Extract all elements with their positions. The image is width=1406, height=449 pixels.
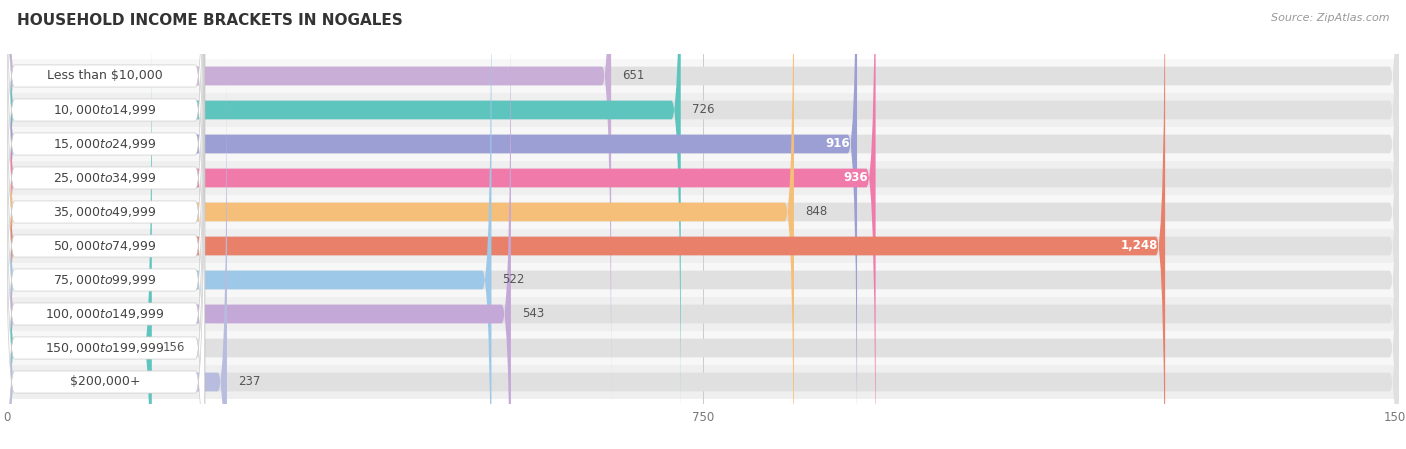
FancyBboxPatch shape [6, 0, 205, 405]
Text: $35,000 to $49,999: $35,000 to $49,999 [53, 205, 156, 219]
FancyBboxPatch shape [7, 0, 1399, 407]
FancyBboxPatch shape [7, 0, 1399, 449]
Text: 726: 726 [692, 103, 714, 116]
FancyBboxPatch shape [6, 0, 205, 449]
Text: $25,000 to $34,999: $25,000 to $34,999 [53, 171, 156, 185]
Text: $200,000+: $200,000+ [70, 375, 141, 388]
Text: HOUSEHOLD INCOME BRACKETS IN NOGALES: HOUSEHOLD INCOME BRACKETS IN NOGALES [17, 13, 402, 28]
FancyBboxPatch shape [7, 0, 1399, 440]
Text: $100,000 to $149,999: $100,000 to $149,999 [45, 307, 165, 321]
FancyBboxPatch shape [7, 0, 681, 440]
FancyBboxPatch shape [7, 0, 1399, 449]
FancyBboxPatch shape [6, 0, 205, 439]
FancyBboxPatch shape [7, 0, 1399, 449]
FancyBboxPatch shape [0, 161, 1406, 195]
Text: $150,000 to $199,999: $150,000 to $199,999 [45, 341, 165, 355]
Text: Source: ZipAtlas.com: Source: ZipAtlas.com [1271, 13, 1389, 23]
FancyBboxPatch shape [7, 0, 1399, 449]
FancyBboxPatch shape [7, 0, 794, 449]
FancyBboxPatch shape [7, 0, 876, 449]
FancyBboxPatch shape [6, 0, 205, 449]
Text: 156: 156 [163, 342, 186, 355]
FancyBboxPatch shape [6, 0, 205, 449]
FancyBboxPatch shape [6, 0, 205, 449]
FancyBboxPatch shape [0, 93, 1406, 127]
Text: 1,248: 1,248 [1121, 239, 1157, 252]
FancyBboxPatch shape [6, 0, 205, 449]
FancyBboxPatch shape [0, 331, 1406, 365]
FancyBboxPatch shape [7, 18, 1399, 449]
Text: 237: 237 [238, 375, 260, 388]
FancyBboxPatch shape [7, 0, 492, 449]
FancyBboxPatch shape [7, 0, 612, 407]
FancyBboxPatch shape [0, 59, 1406, 93]
Text: $15,000 to $24,999: $15,000 to $24,999 [53, 137, 156, 151]
FancyBboxPatch shape [7, 51, 226, 449]
Text: 522: 522 [502, 273, 524, 286]
FancyBboxPatch shape [6, 0, 205, 449]
Text: 936: 936 [844, 172, 868, 185]
FancyBboxPatch shape [0, 263, 1406, 297]
FancyBboxPatch shape [7, 18, 152, 449]
FancyBboxPatch shape [0, 297, 1406, 331]
Text: 543: 543 [522, 308, 544, 321]
FancyBboxPatch shape [7, 0, 1166, 449]
FancyBboxPatch shape [7, 0, 1399, 449]
FancyBboxPatch shape [7, 0, 1399, 449]
FancyBboxPatch shape [0, 195, 1406, 229]
Text: $10,000 to $14,999: $10,000 to $14,999 [53, 103, 156, 117]
Text: 916: 916 [825, 137, 849, 150]
FancyBboxPatch shape [6, 19, 205, 449]
Text: $75,000 to $99,999: $75,000 to $99,999 [53, 273, 156, 287]
FancyBboxPatch shape [7, 51, 1399, 449]
FancyBboxPatch shape [0, 127, 1406, 161]
FancyBboxPatch shape [0, 229, 1406, 263]
Text: $50,000 to $74,999: $50,000 to $74,999 [53, 239, 156, 253]
Text: 651: 651 [623, 70, 644, 83]
FancyBboxPatch shape [6, 53, 205, 449]
Text: 848: 848 [806, 206, 827, 219]
FancyBboxPatch shape [7, 0, 510, 449]
Text: Less than $10,000: Less than $10,000 [46, 70, 163, 83]
FancyBboxPatch shape [0, 365, 1406, 399]
FancyBboxPatch shape [7, 0, 858, 449]
